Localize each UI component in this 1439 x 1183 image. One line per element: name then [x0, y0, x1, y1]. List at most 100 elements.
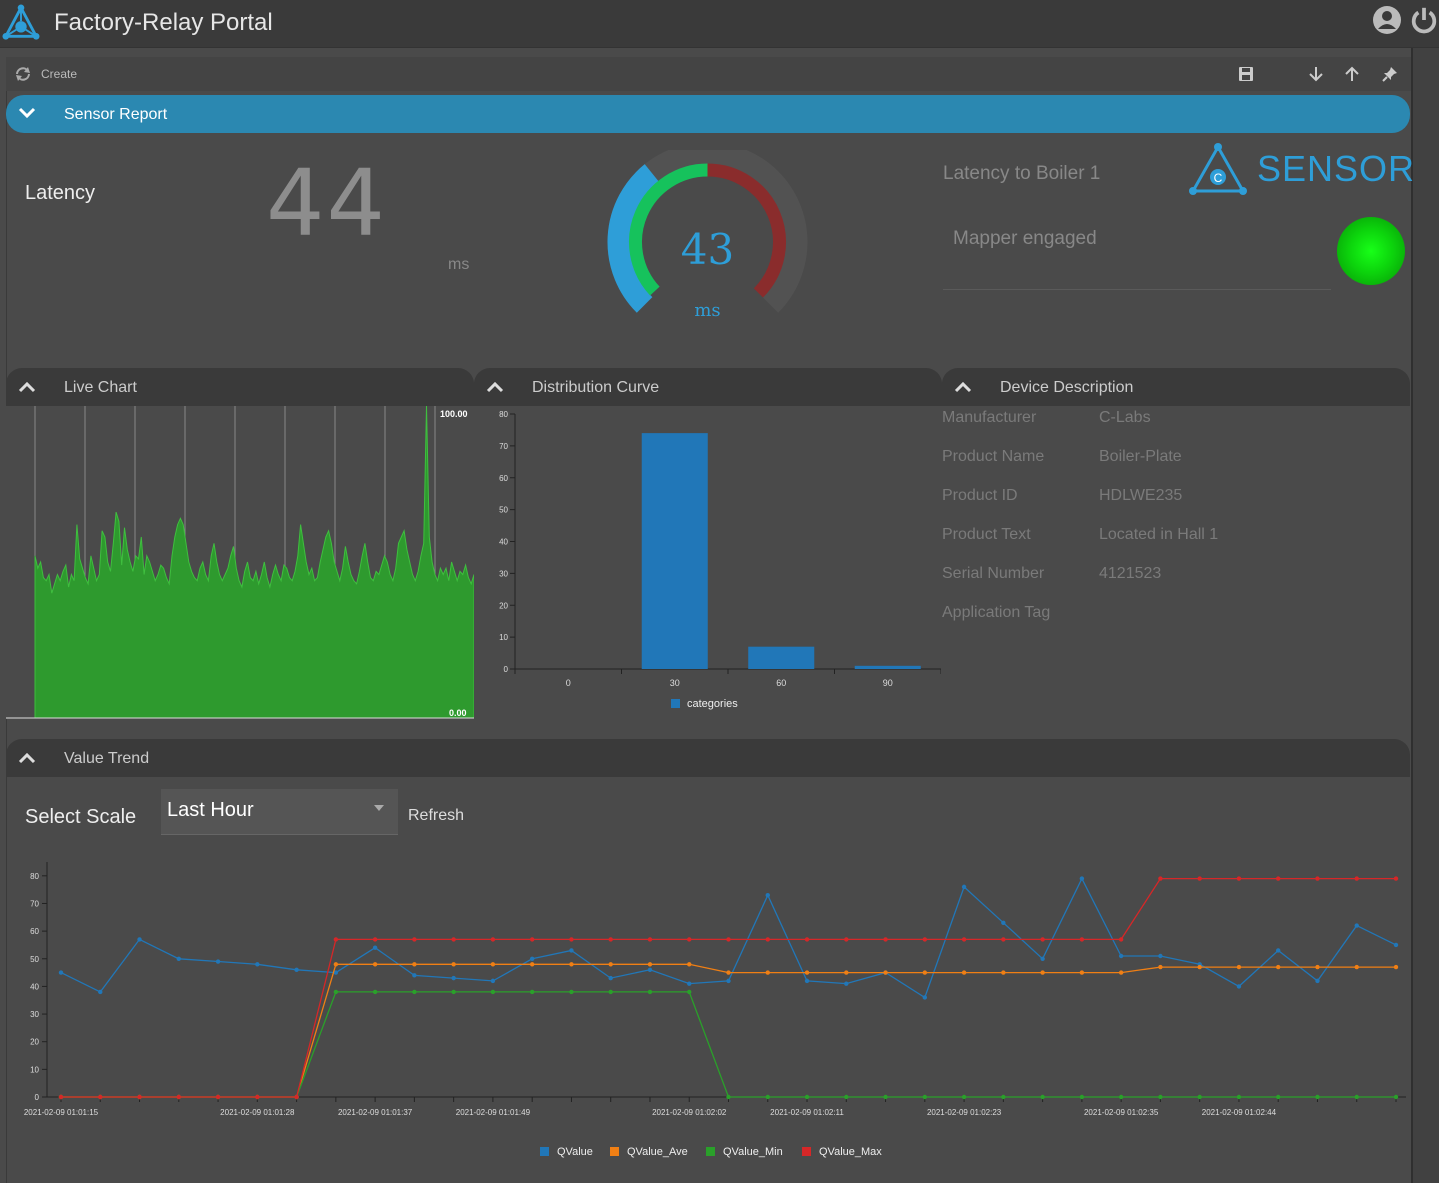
trend-point [804, 978, 810, 984]
trend-point [1354, 923, 1359, 928]
scale-select[interactable]: Last Hour [161, 789, 398, 835]
gauge-value: 43 [680, 225, 735, 274]
caret-down-icon[interactable] [373, 804, 385, 812]
pin-icon[interactable] [1382, 66, 1398, 82]
top-bar: Factory-Relay Portal [0, 0, 1439, 48]
trend-legend-label: QValue [557, 1146, 593, 1158]
trend-point [1393, 942, 1399, 948]
refresh-button[interactable]: Refresh [408, 807, 465, 824]
trend-point [1354, 964, 1359, 970]
trend-point [804, 970, 810, 975]
device-row: Product Name Boiler-Plate [942, 448, 1410, 470]
trend-y-tick: 30 [30, 1010, 39, 1019]
user-account-icon[interactable] [1371, 4, 1403, 36]
trend-legend-label: QValue_Min [723, 1146, 783, 1158]
trend-point [372, 962, 378, 967]
trend-point [844, 970, 849, 975]
sensor-report-header[interactable]: Sensor Report [6, 95, 1410, 133]
dist-y-tick: 80 [499, 410, 508, 419]
trend-point [1276, 1094, 1281, 1100]
trend-point [176, 956, 181, 961]
trend-point [1158, 876, 1163, 881]
create-button[interactable]: Create [41, 67, 78, 81]
trend-point [1393, 964, 1399, 970]
device-row-key: Manufacturer [942, 409, 1037, 426]
arrow-up-icon[interactable] [1344, 66, 1360, 82]
chevron-up-icon[interactable] [18, 381, 36, 393]
trend-point [294, 1094, 299, 1100]
trend-point [922, 970, 928, 975]
dist-y-tick: 20 [499, 601, 508, 610]
trend-point [804, 937, 810, 942]
power-logout-icon[interactable] [1409, 4, 1439, 36]
live-min-label: 0.00 [449, 708, 467, 718]
distribution-title: Distribution Curve [532, 379, 660, 396]
chevron-up-icon[interactable] [18, 752, 36, 764]
trend-y-tick: 20 [30, 1038, 39, 1047]
trend-point [529, 937, 535, 942]
device-description-panel: Manufacturer C-Labs Product Name Boiler-Pla… [942, 406, 1410, 719]
chevron-up-icon[interactable] [954, 381, 972, 393]
device-row: Manufacturer C-Labs [942, 409, 1410, 431]
trend-point [883, 937, 888, 942]
trend-legend-swatch [706, 1147, 715, 1156]
trend-point [883, 970, 888, 975]
trend-point [569, 937, 574, 942]
trend-point [255, 1094, 260, 1100]
trend-y-tick: 80 [30, 872, 39, 881]
trend-point [569, 948, 574, 953]
trend-point [333, 989, 339, 995]
save-icon[interactable] [1238, 66, 1254, 82]
trend-point [451, 989, 456, 995]
trend-point [608, 989, 613, 995]
trend-point [255, 962, 260, 967]
device-row-key: Product ID [942, 487, 1018, 504]
chevron-down-icon[interactable] [18, 106, 36, 120]
trend-point [804, 1094, 810, 1100]
distribution-header[interactable]: Distribution Curve [474, 368, 942, 406]
trend-point [1158, 953, 1163, 959]
trend-point [215, 1094, 221, 1100]
trend-point [961, 937, 967, 942]
trend-point [1079, 876, 1085, 881]
trend-point [372, 937, 378, 942]
right-scrollbar[interactable] [1411, 48, 1439, 1183]
arrow-down-icon[interactable] [1308, 66, 1324, 82]
chevron-up-icon[interactable] [486, 381, 504, 393]
trend-point [1118, 937, 1124, 942]
trend-point [1276, 876, 1281, 881]
trend-point [529, 956, 535, 961]
trend-point [961, 1094, 967, 1100]
c-labs-logo-icon[interactable] [2, 4, 40, 42]
value-trend-header[interactable]: Value Trend [6, 739, 1410, 777]
refresh-icon[interactable] [14, 66, 32, 82]
device-row-value: 4121523 [1099, 565, 1162, 582]
trend-point [490, 989, 496, 995]
trend-point [333, 937, 339, 942]
trend-point [490, 978, 496, 984]
trend-x-tick: 2021-02-09 01:01:28 [220, 1108, 295, 1117]
trend-point [294, 967, 299, 973]
live-chart-header[interactable]: Live Chart [6, 368, 474, 406]
trend-point [1354, 1094, 1359, 1100]
trend-point [608, 975, 613, 981]
trend-point [1001, 920, 1006, 926]
device-row-key: Application Tag [942, 604, 1051, 621]
dist-x-tick: 90 [883, 678, 893, 688]
sensor-brand: SENSOR [1257, 148, 1416, 189]
trend-point [647, 937, 653, 942]
latency-value: 44 [266, 150, 388, 257]
trend-point [844, 937, 849, 942]
trend-point [726, 937, 731, 942]
trend-point [647, 967, 653, 973]
trend-point [98, 989, 103, 995]
svg-text:C: C [1214, 171, 1223, 185]
status-message-field[interactable]: Mapper engaged [943, 218, 1331, 290]
device-row-key: Product Text [942, 526, 1031, 543]
trend-point [333, 970, 339, 975]
trend-point [1040, 937, 1045, 942]
trend-point [1276, 948, 1281, 953]
trend-point [1197, 1094, 1202, 1100]
latency-unit: ms [448, 256, 470, 273]
device-description-header[interactable]: Device Description [942, 368, 1410, 406]
